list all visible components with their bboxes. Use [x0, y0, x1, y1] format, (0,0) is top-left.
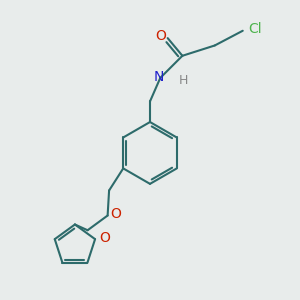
- Text: Cl: Cl: [248, 22, 262, 36]
- Text: N: N: [154, 70, 164, 84]
- Text: H: H: [178, 74, 188, 87]
- Text: O: O: [111, 207, 122, 221]
- Text: O: O: [100, 231, 110, 245]
- Text: O: O: [155, 29, 166, 43]
